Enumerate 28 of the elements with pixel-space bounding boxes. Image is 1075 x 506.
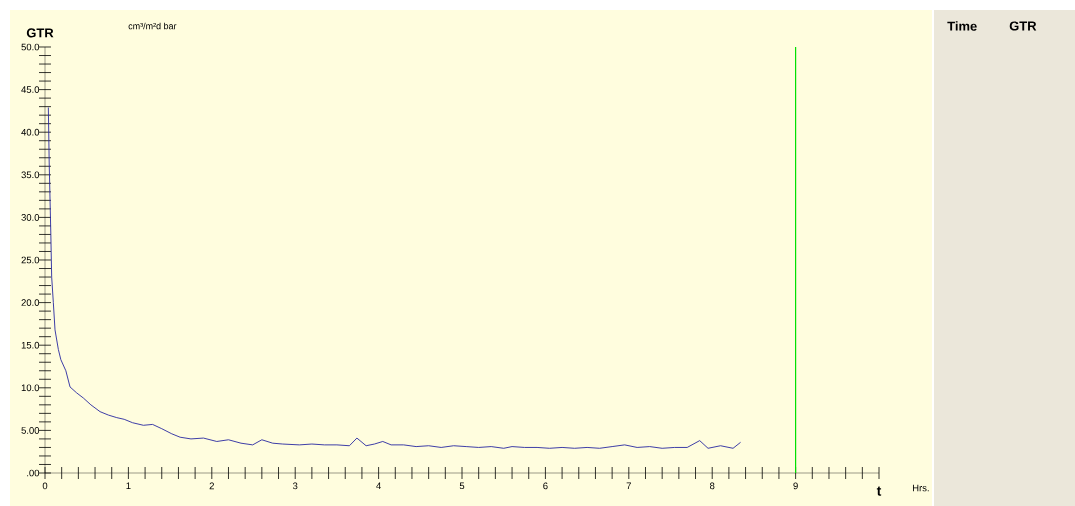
y-tick-label: 15.0 — [21, 341, 40, 349]
y-tick-label: 30.0 — [21, 214, 40, 221]
x-tick-label: 7 — [626, 482, 631, 490]
y-tick-label: 45.0 — [21, 86, 40, 93]
x-tick-label: 3 — [292, 482, 298, 490]
x-tick-label: 5 — [459, 482, 465, 490]
x-tick-label: 9 — [793, 482, 798, 490]
x-tick-label: 8 — [709, 482, 715, 490]
y-tick-label: 25.0 — [21, 256, 40, 264]
y-tick-label: 35.0 — [21, 171, 40, 179]
y-tick-label: 50.0 — [21, 43, 40, 51]
x-tick-label: 2 — [209, 482, 214, 490]
y-tick-label: 10.0 — [21, 384, 40, 392]
text: Hrs. — [912, 484, 929, 492]
x-tick-label: 4 — [376, 482, 381, 490]
text: cm³/m²d bar — [128, 22, 177, 30]
y-tick-label: .00 — [27, 469, 40, 477]
x-axis-title: t — [876, 486, 882, 496]
x-tick-label: 0 — [42, 482, 48, 490]
text: GTR — [1009, 21, 1037, 31]
y-tick-label: 20.0 — [21, 299, 40, 306]
x-tick-label: 1 — [126, 482, 131, 490]
x-tick-label: 6 — [543, 482, 548, 490]
y-tick-label: 40.0 — [21, 128, 40, 136]
y-tick-label: 5.00 — [21, 427, 40, 434]
text: Time — [947, 21, 977, 31]
y-axis-title: GTR — [26, 28, 54, 38]
line-series — [47, 107, 742, 449]
